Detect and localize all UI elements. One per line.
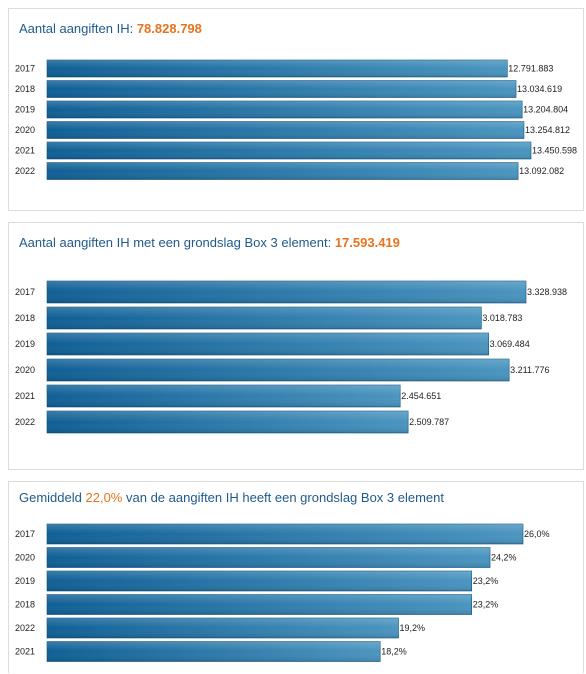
chart-title-text: Aantal aangiften IH met een grondslag Bo…	[19, 235, 332, 250]
bar-shade	[47, 333, 489, 355]
bar-shade	[47, 594, 472, 615]
y-tick-label: 2022	[15, 417, 35, 427]
data-label: 3.328.938	[527, 287, 567, 297]
y-tick-label: 2022	[15, 166, 35, 176]
bar-shade	[47, 571, 472, 591]
data-label: 13.034.619	[517, 84, 562, 94]
data-label: 12.791.883	[508, 64, 553, 74]
chart-title: Aantal aangiften IH: 78.828.798	[19, 21, 202, 36]
bar-shade	[47, 142, 531, 159]
bar-shade	[47, 80, 517, 98]
chart-title-value: 78.828.798	[136, 21, 202, 36]
y-tick-label: 2017	[15, 287, 35, 297]
data-label: 13.450.598	[532, 146, 577, 156]
chart-title: Aantal aangiften IH met een grondslag Bo…	[19, 235, 400, 250]
chart-panel-box3-share: Gemiddeld 22,0% van de aangiften IH heef…	[8, 481, 584, 673]
chart-panel-ih-count: Aantal aangiften IH: 78.828.798 2017 12.7…	[8, 8, 584, 211]
y-tick-label: 2022	[15, 623, 35, 633]
data-label: 18,2%	[381, 647, 407, 657]
bar-shade	[47, 618, 399, 638]
y-tick-label: 2019	[15, 339, 35, 349]
data-label: 13.092.082	[519, 166, 564, 176]
data-label: 26,0%	[524, 529, 550, 539]
bar-shade	[47, 121, 524, 139]
data-label: 24,2%	[491, 553, 517, 563]
bar-shade	[47, 641, 381, 662]
chart-title: Gemiddeld 22,0% van de aangiften IH heef…	[19, 490, 444, 505]
bar-chart-box3-share: 2017 26,0% 2020 24,2% 2019 23,2% 2018 23,2% 2022…	[15, 523, 550, 662]
y-tick-label: 2018	[15, 84, 35, 94]
chart-title-suffix: van de aangiften IH heeft een grondslag …	[126, 490, 444, 505]
chart-title-value: 22,0%	[85, 490, 123, 505]
bar-shade	[47, 60, 508, 77]
bar-chart-ih-count: 2017 12.791.883 2018 13.034.619 2019 13.204.8…	[15, 59, 577, 180]
y-tick-label: 2018	[15, 600, 35, 610]
data-label: 23,2%	[473, 600, 499, 610]
data-label: 19,2%	[400, 623, 426, 633]
data-label: 2.509.787	[409, 417, 449, 427]
bar-shade	[47, 547, 491, 568]
data-label: 13.254.812	[525, 125, 570, 135]
chart-title-value: 17.593.419	[334, 235, 400, 250]
chart-title-text: Gemiddeld	[19, 490, 82, 505]
y-tick-label: 2021	[15, 146, 35, 156]
bar-shade	[47, 411, 409, 433]
data-label: 3.018.783	[482, 313, 522, 323]
data-label: 3.069.484	[490, 339, 530, 349]
chart-panel-box3-count: Aantal aangiften IH met een grondslag Bo…	[8, 222, 584, 470]
data-label: 2.454.651	[401, 391, 441, 401]
data-label: 3.211.776	[510, 365, 549, 375]
bar-shade	[47, 385, 401, 407]
y-tick-label: 2017	[15, 64, 35, 74]
y-tick-label: 2021	[15, 391, 35, 401]
y-tick-label: 2021	[15, 647, 35, 657]
bar-shade	[47, 359, 510, 381]
y-tick-label: 2020	[15, 553, 35, 563]
bar-chart-box3-count: 2017 3.328.938 2018 3.018.783 2019 3.069.484 2…	[15, 280, 567, 434]
y-tick-label: 2019	[15, 576, 35, 586]
y-tick-label: 2019	[15, 105, 35, 115]
bar-shade	[47, 524, 523, 544]
bar-shade	[47, 101, 523, 118]
data-label: 23,2%	[473, 576, 499, 586]
y-tick-label: 2018	[15, 313, 35, 323]
y-tick-label: 2020	[15, 365, 35, 375]
bar-shade	[47, 281, 526, 303]
bar-shade	[47, 307, 482, 329]
bar-shade	[47, 162, 519, 180]
data-label: 13.204.804	[523, 105, 568, 115]
y-tick-label: 2020	[15, 125, 35, 135]
y-tick-label: 2017	[15, 529, 35, 539]
chart-title-text: Aantal aangiften IH:	[19, 21, 134, 36]
